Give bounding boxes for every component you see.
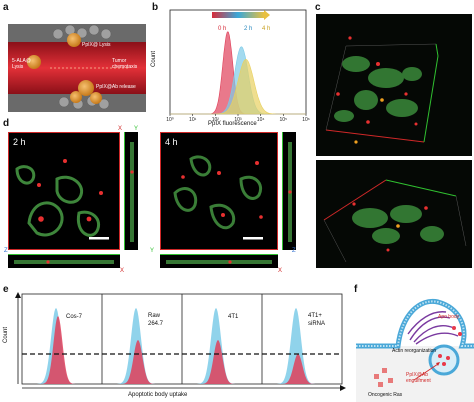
panel-f-label: f — [354, 284, 358, 295]
axis-y-label-4h: Y — [150, 248, 155, 254]
x-tick-label: 10³ — [234, 117, 242, 123]
panel-d: d 2 h — [0, 118, 312, 280]
panel-b-label: b — [152, 2, 159, 13]
panel-d-2h-main: 2 h — [8, 132, 120, 250]
engulfment-schematic — [356, 298, 474, 402]
panel-d-2h-side — [124, 132, 138, 250]
e-x-arrow-head — [340, 385, 346, 391]
panel-f: f Actin reorganization PpIX@Ab engulfmen… — [350, 284, 474, 402]
panel-d-2h-bottom — [8, 254, 120, 268]
axis-x-label-4h: X — [278, 268, 283, 274]
panel-a-label: a — [3, 2, 9, 13]
group-raw2647: Raw 264.7 — [148, 313, 164, 327]
group-4t1-sirna: 4T1+ siRNA — [308, 313, 326, 327]
group-4t1: 4T1 — [228, 314, 239, 320]
uptake-histogram-red-1 — [118, 340, 158, 384]
label-ppix-engulfment: PpIX@Ab engulfment — [406, 372, 431, 384]
panel-d-4h-render — [173, 155, 263, 240]
e-xlabel: Apoptotic body uptake — [128, 392, 188, 398]
panel-a: a PpIX@ Lysis 5-ALA@ Lysis Tumor ch — [0, 0, 150, 118]
label-ppix-lysis: PpIX@ Lysis — [82, 42, 111, 48]
ppix-histogram-chart: 10⁰ 10¹ 10² 10³ 10⁴ 10⁵ 10⁶ — [166, 9, 310, 123]
axis-y-label-2h: Y — [134, 126, 139, 132]
panel-c-3d-top-render — [325, 36, 439, 144]
legend-label-0h: 0 h — [218, 26, 227, 32]
panel-b: b 10⁰ 10¹ 10² 10³ 10⁴ 10⁵ 10⁶ 0 h 2 h 4 h Coun… — [150, 0, 310, 130]
label-actin-reorganization: Actin reorganization — [392, 348, 437, 354]
axis-x-label-2h-bottom: X — [120, 268, 125, 274]
label-oncogenic-ras: Oncogenic Ras — [368, 392, 403, 398]
panel-d-2h-render — [15, 159, 109, 240]
axis-z-label-4h: Z — [292, 248, 296, 254]
panel-d-4h-main: 4 h — [160, 132, 278, 250]
scale-bar-2h — [89, 237, 109, 240]
apoptotic-uptake-histograms — [15, 292, 346, 391]
label-ppix-release: PpIX@Ab release — [96, 84, 136, 90]
uptake-histogram-red-2 — [198, 340, 238, 384]
panel-d-4h-bottom — [160, 254, 278, 268]
panel-e: e Cos-7 Raw 264.7 4T1 4T1+ siRNA Count A… — [0, 284, 350, 402]
label-tumor-chemotaxis: Tumor chemotaxis — [112, 58, 138, 70]
x-tick-label: 10⁵ — [280, 117, 288, 123]
b-ylabel: Count — [151, 50, 158, 68]
panel-c-3d-top — [316, 14, 472, 156]
panel-d-label: d — [3, 118, 10, 129]
panel-c-3d-bottom — [316, 160, 472, 268]
axis-z-label-2h: Z — [4, 248, 8, 254]
panel-c-3d-bottom-render — [323, 179, 467, 263]
e-y-arrow-head — [15, 292, 21, 298]
b-xlabel: PpIX fluorescence — [208, 121, 257, 127]
legend-label-4h: 4 h — [262, 26, 271, 32]
x-tick-label: 10¹ — [189, 117, 197, 123]
legend-label-2h: 2 h — [244, 26, 253, 32]
panel-c-label: c — [315, 2, 321, 13]
label-apo-body: Apo body — [438, 314, 460, 320]
axis-x-label-2h: X — [118, 126, 123, 132]
x-tick-label: 10⁶ — [302, 117, 310, 123]
panel-c: c — [312, 0, 474, 270]
blood-vessel-schematic — [8, 24, 146, 112]
time-label-4h: 4 h — [165, 137, 178, 147]
uptake-histogram-red-0 — [38, 316, 78, 384]
panel-e-label: e — [3, 284, 9, 295]
x-tick-label: 10² — [212, 117, 220, 123]
panel-d-4h-side — [282, 132, 296, 250]
scale-bar-4h — [243, 237, 263, 240]
e-ylabel: Count — [3, 326, 10, 344]
label-5ala-lysis: 5-ALA@ Lysis — [12, 58, 31, 70]
time-label-2h: 2 h — [13, 137, 26, 147]
legend-arrow-head — [264, 10, 270, 20]
group-cos7: Cos-7 — [66, 314, 83, 320]
x-tick-label: 10⁴ — [257, 117, 265, 123]
uptake-histogram-red-3 — [278, 354, 318, 384]
legend-gradient-bar — [212, 12, 264, 18]
uptake-histogram-blue-3 — [276, 308, 316, 384]
x-tick-label: 10⁰ — [166, 117, 174, 123]
